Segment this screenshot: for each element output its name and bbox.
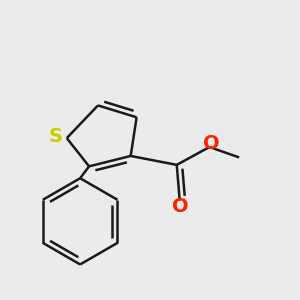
Text: O: O xyxy=(172,197,189,216)
Text: O: O xyxy=(203,134,220,153)
Text: S: S xyxy=(49,128,62,146)
